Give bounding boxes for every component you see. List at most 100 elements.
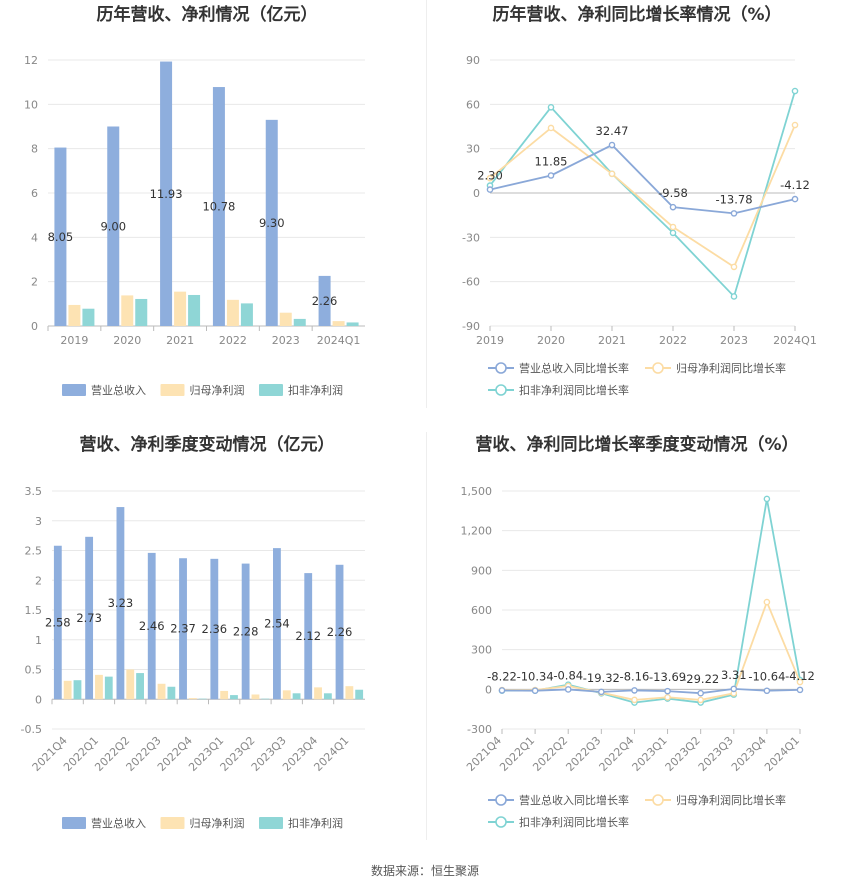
series-point: [631, 687, 638, 694]
legend-swatch: [259, 384, 283, 396]
point-data-label: 32.47: [596, 124, 629, 138]
y-tick-label: 0: [35, 693, 42, 706]
bar-deducted-profit: [82, 308, 95, 326]
series-point: [730, 293, 738, 300]
point-data-label: -8.22: [487, 669, 517, 683]
series-point: [608, 170, 616, 178]
bar-revenue: [85, 536, 94, 700]
series-point: [791, 121, 799, 129]
series-point: [564, 686, 572, 693]
bar-net-profit: [332, 321, 345, 326]
x-tick-label: 2022: [659, 334, 687, 347]
bar-revenue: [116, 507, 125, 700]
legend-label: 扣非净利润: [288, 816, 343, 830]
point-data-label: -4.12: [785, 669, 815, 683]
bar-revenue: [179, 558, 187, 700]
y-tick-label: 10: [24, 98, 38, 111]
bar-deducted-profit: [292, 693, 301, 700]
x-tick-label: 2020: [537, 334, 565, 347]
bar-deducted-profit: [355, 689, 364, 700]
y-tick-label: 3.5: [25, 485, 43, 498]
x-tick-label: 2022Q2: [530, 734, 570, 774]
y-tick-label: 300: [471, 644, 492, 657]
bar-data-label: 2.36: [202, 622, 228, 636]
point-data-label: -8.16: [620, 669, 650, 683]
y-tick-label: 1,200: [461, 525, 493, 538]
series-point: [697, 696, 704, 704]
x-tick-label: 2022Q4: [597, 734, 637, 774]
series-point: [791, 195, 799, 203]
series-point: [608, 141, 616, 149]
x-tick-label: 2019: [60, 334, 88, 347]
legend-label: 营业总收入: [91, 816, 146, 830]
point-data-label: -9.58: [658, 186, 688, 200]
legend-swatch: [62, 817, 86, 829]
x-tick-label: 2023Q2: [663, 734, 703, 774]
series-point: [697, 689, 704, 697]
bar-revenue: [212, 87, 225, 326]
quarterly-revenue-profit-svg: 营收、净利季度变动情况（亿元）-0.500.511.522.533.52021Q…: [21, 434, 365, 830]
x-tick-label: 2024Q1: [773, 334, 817, 347]
annual-growth-rate-svg: 历年营收、净利同比增长率情况（%） -90 -60 -30 0 30 60 90 2019 202…: [462, 4, 817, 397]
y-tick-label: 2.5: [25, 545, 43, 558]
point-data-label: 2.30: [477, 169, 503, 183]
series-line: [489, 143, 796, 215]
y-tick-label: 2: [35, 574, 42, 587]
y-tick-label: 1.5: [25, 604, 43, 617]
x-tick-label: 2024Q1: [762, 734, 802, 774]
series-point: [498, 687, 506, 694]
chart-title: 历年营收、净利情况（亿元）: [97, 4, 318, 25]
legend-label: 营业总收入同比增长率: [519, 361, 629, 375]
bar-net-profit: [220, 690, 229, 700]
bar-revenue: [210, 558, 219, 700]
bar-net-profit: [157, 683, 166, 700]
series-point: [730, 210, 738, 217]
legend-label: 扣非净利润同比增长率: [519, 815, 629, 829]
series-point: [547, 124, 555, 132]
y-tick-label: 900: [471, 564, 492, 577]
y-tick-label: 1,500: [461, 485, 493, 498]
bar-revenue: [265, 119, 278, 326]
y-tick-label: 8: [31, 143, 38, 156]
y-tick-label: 600: [471, 604, 492, 617]
series-point: [598, 688, 605, 696]
point-data-label: -29.22: [682, 672, 719, 686]
x-tick-label: 2024Q1: [311, 734, 351, 774]
legend-swatch-marker: [495, 362, 507, 374]
point-data-label: -13.69: [649, 670, 686, 684]
bar-deducted-profit: [136, 673, 144, 700]
x-tick-label: 2023: [272, 334, 300, 347]
series-line: [502, 599, 801, 701]
x-tick-label: 2019: [476, 334, 504, 347]
bar-data-label: 2.37: [170, 622, 196, 636]
bar-revenue: [241, 563, 250, 700]
y-tick-label: 12: [24, 54, 38, 67]
bar-revenue: [160, 61, 173, 326]
bar-data-label: 2.58: [45, 615, 71, 629]
series-point: [730, 685, 738, 693]
x-tick-label: 2020: [113, 334, 141, 347]
bar-deducted-profit: [230, 695, 238, 700]
legend-label: 营业总收入同比增长率: [519, 793, 629, 807]
bar-revenue: [107, 126, 120, 326]
bar-net-profit: [126, 669, 135, 700]
series-point: [763, 687, 771, 695]
series-line: [501, 687, 801, 695]
y-tick-label: 4: [31, 231, 38, 244]
bar-data-label: 3.23: [108, 596, 134, 610]
legend-swatch-marker: [495, 794, 507, 806]
series-point: [763, 495, 771, 503]
y-tick-label: 0: [485, 683, 492, 696]
bar-net-profit: [279, 312, 292, 326]
chart-title: 营收、净利季度变动情况（亿元）: [80, 434, 335, 455]
y-tick-label: -0.5: [21, 723, 42, 736]
bar-deducted-profit: [261, 698, 270, 700]
bar-net-profit: [345, 686, 354, 700]
series-point: [730, 263, 738, 271]
x-tick-label: 2024Q1: [317, 334, 361, 347]
legend-label: 归母净利润同比增长率: [676, 361, 786, 375]
legend-label: 营业总收入: [91, 383, 146, 397]
bar-revenue: [335, 564, 344, 700]
bar-data-label: 2.46: [139, 619, 165, 633]
bar-revenue: [53, 545, 62, 700]
